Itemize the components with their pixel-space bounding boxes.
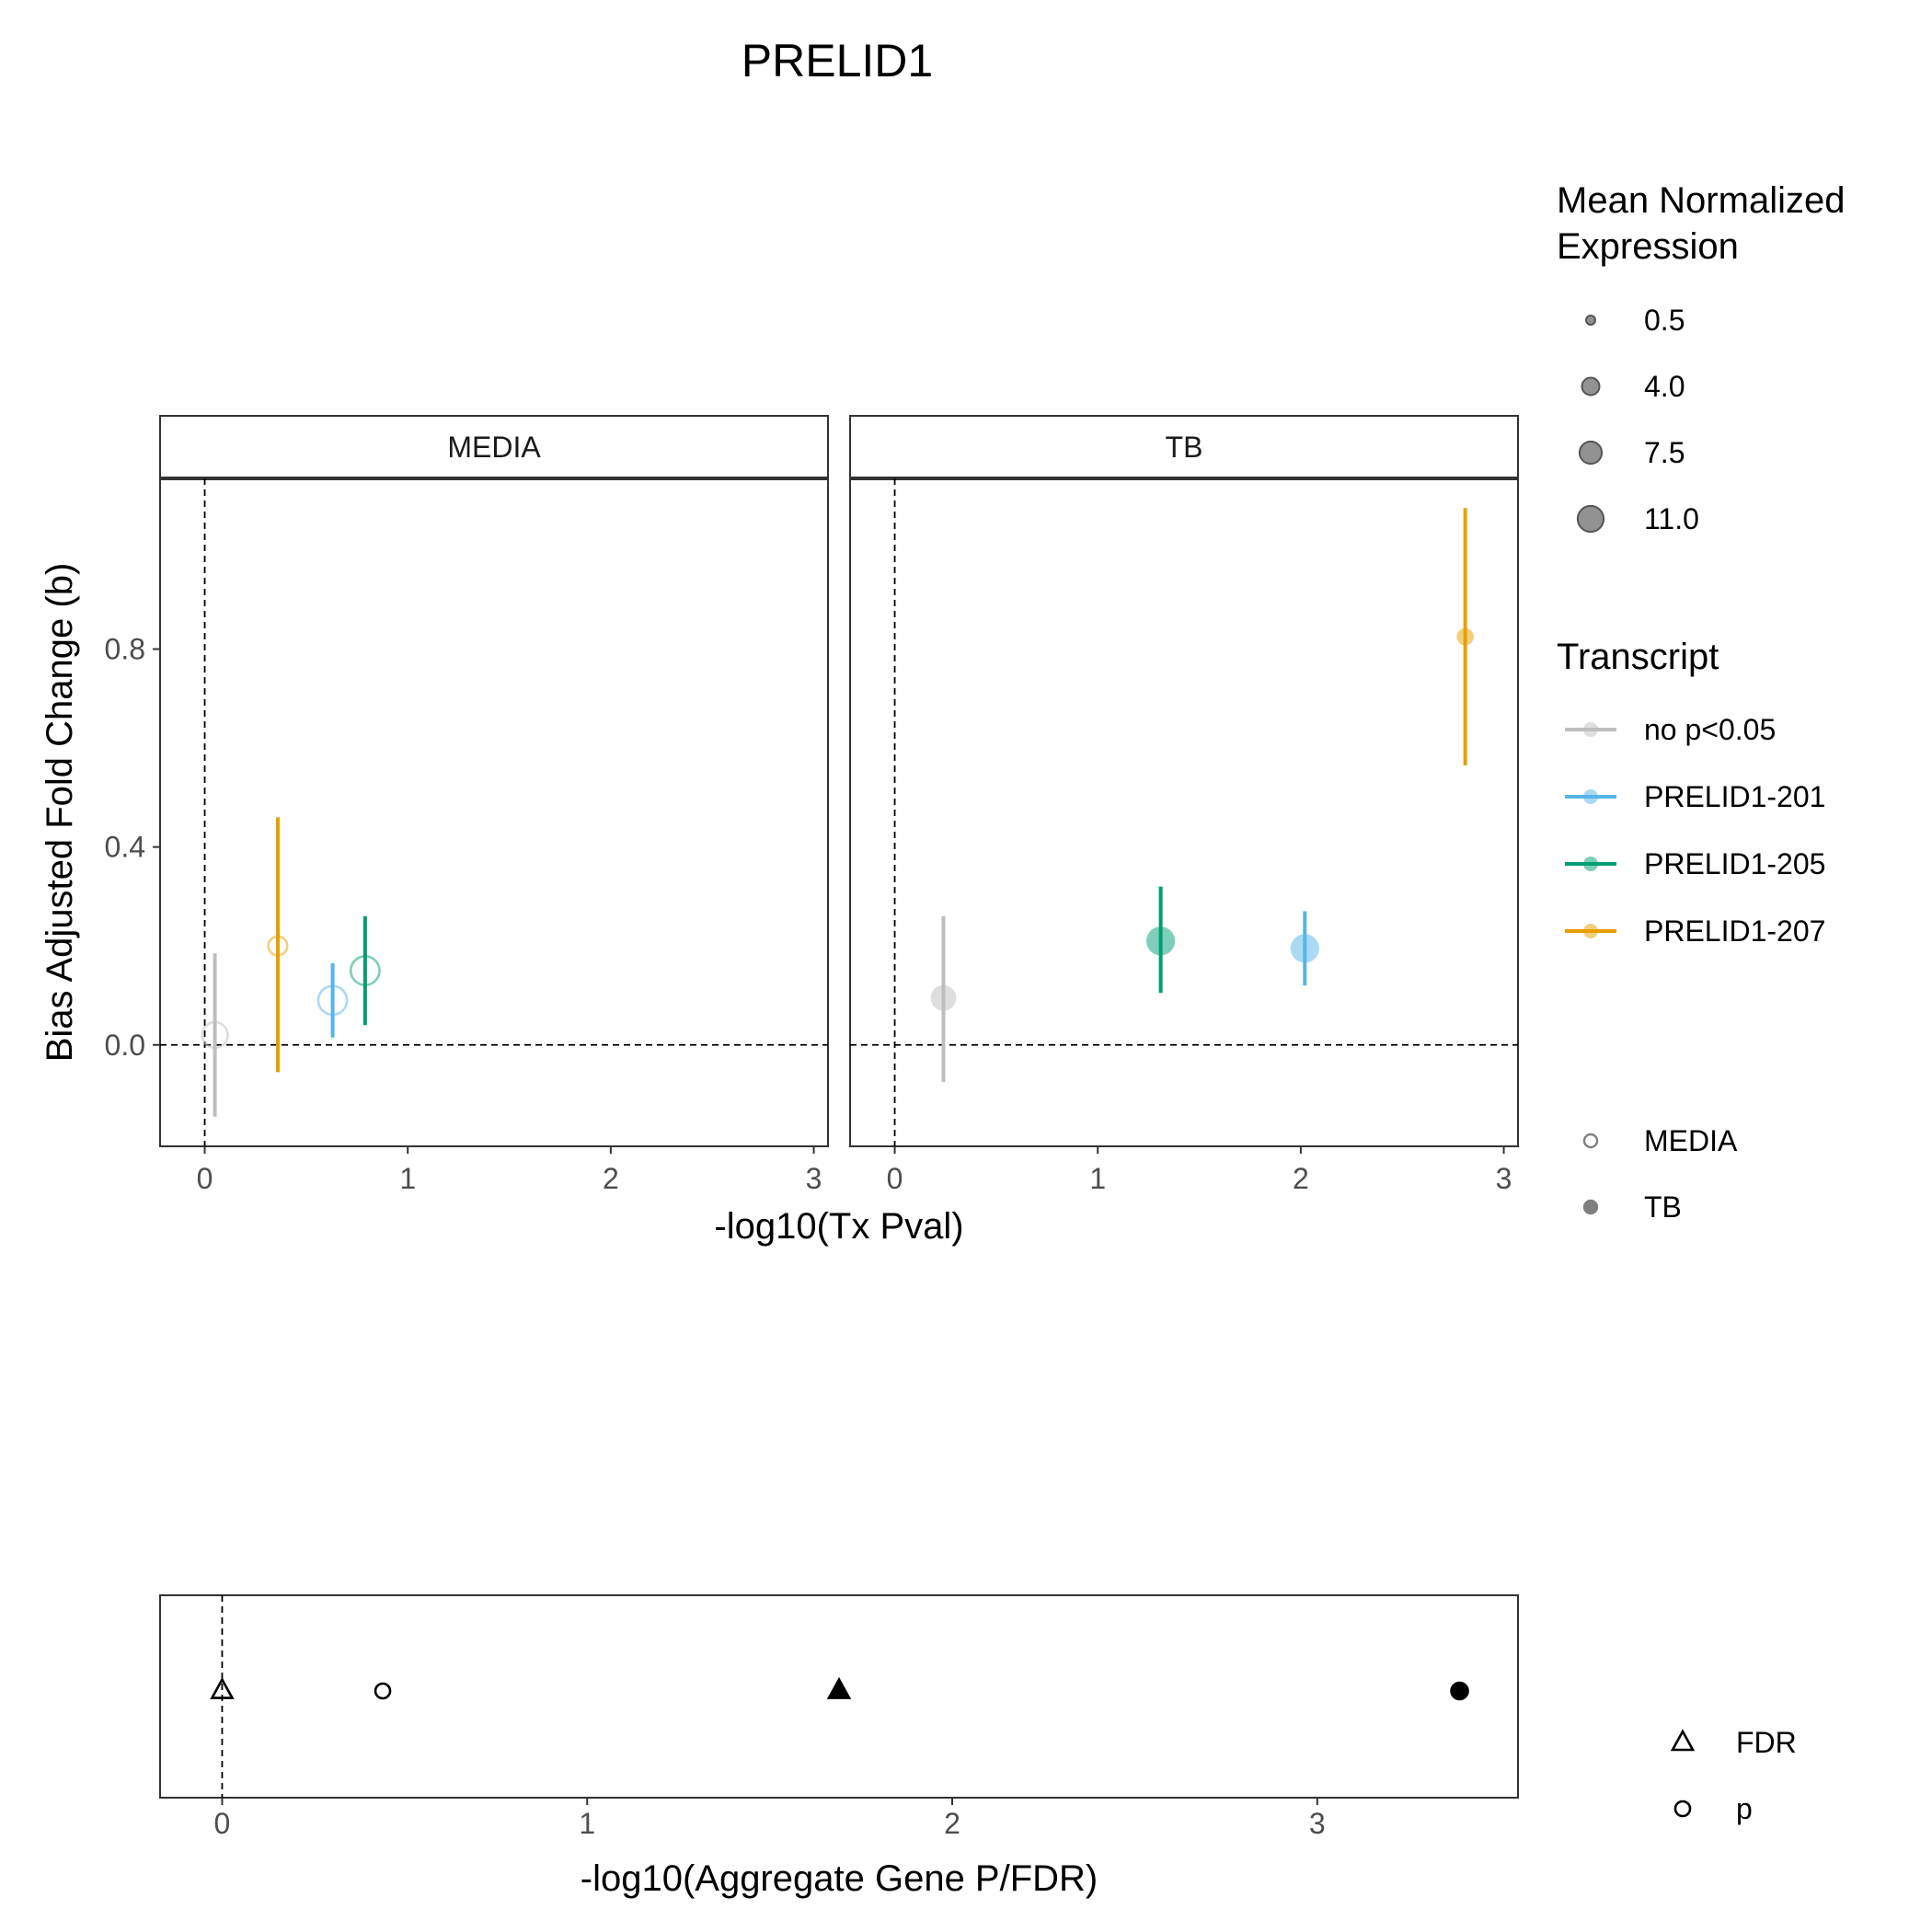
point-prelid1-205-tb bbox=[1146, 926, 1176, 956]
legend-size-key bbox=[1576, 504, 1605, 534]
x-tick-label: 3 bbox=[1496, 1162, 1512, 1195]
panel-media-plot-area bbox=[159, 477, 829, 1147]
point-prelid1-201-tb bbox=[1290, 934, 1319, 963]
legend-condition-label: TB bbox=[1644, 1190, 1682, 1224]
legend-transcript-label: no p<0.05 bbox=[1644, 713, 1776, 746]
y-tick-label: 0.4 bbox=[105, 831, 145, 864]
legend-size: Mean Normalized Expression 0.5 4.0 7.5 11.0 bbox=[1557, 180, 1845, 535]
legend-metric: FDR p bbox=[1670, 1726, 1797, 1825]
legend-metric-key bbox=[1673, 1800, 1692, 1818]
panel-tb: TB bbox=[849, 415, 1519, 1147]
aggregate-plot-area bbox=[159, 1594, 1519, 1799]
panel-media-strip-label: MEDIA bbox=[447, 431, 541, 464]
aggregate-fdr-tb bbox=[826, 1676, 852, 1699]
legend-transcript-dot bbox=[1583, 857, 1598, 871]
panel-media-strip bbox=[159, 415, 829, 479]
aggregate-panel: 0 1 2 3 -log10(Aggregate Gene P/FDR) bbox=[159, 1594, 1519, 1899]
aggregate-p-media bbox=[374, 1682, 392, 1700]
x-axis-bottom: 0 1 2 3 bbox=[214, 1798, 1326, 1840]
x-tick-label-bottom: 1 bbox=[579, 1807, 595, 1840]
legend-metric-key bbox=[1670, 1729, 1696, 1752]
chart-title: PRELID1 bbox=[742, 35, 933, 86]
x-tick-label: 1 bbox=[1089, 1162, 1106, 1195]
legend-size-label: 11.0 bbox=[1644, 502, 1699, 535]
x-tick-label: 3 bbox=[806, 1162, 822, 1195]
x-axis-label-top: -log10(Tx Pval) bbox=[714, 1206, 963, 1247]
point-prelid1-207-tb bbox=[1456, 627, 1474, 646]
legend-condition-key bbox=[1582, 1199, 1599, 1215]
legend-transcript-dot bbox=[1583, 924, 1598, 938]
point-no-p-0-05-tb bbox=[930, 984, 957, 1011]
x-tick-label-bottom: 0 bbox=[214, 1807, 231, 1840]
x-tick-label: 0 bbox=[887, 1162, 903, 1195]
point-prelid1-205-media bbox=[349, 955, 381, 986]
panel-media: MEDIA bbox=[159, 415, 829, 1147]
legend-transcript-label: PRELID1-207 bbox=[1644, 914, 1825, 948]
legend-condition-label: MEDIA bbox=[1644, 1124, 1738, 1157]
legend-size-key bbox=[1581, 376, 1601, 397]
legend-size-label: 4.0 bbox=[1644, 370, 1685, 403]
legend-size-label: 0.5 bbox=[1644, 304, 1685, 337]
aggregate-fdr-media bbox=[210, 1676, 235, 1699]
x-axis-top: 0 1 2 3 0 1 2 3 bbox=[197, 1146, 1512, 1195]
y-tick-label: 0.0 bbox=[105, 1029, 145, 1062]
panel-tb-marks bbox=[850, 478, 1518, 1146]
legend-metric-label: FDR bbox=[1736, 1726, 1797, 1759]
x-axis-label-bottom: -log10(Aggregate Gene P/FDR) bbox=[581, 1858, 1098, 1899]
legend-size-title-line-2: Expression bbox=[1557, 226, 1739, 267]
aggregate-p-tb bbox=[1450, 1681, 1469, 1701]
legend-size-keys: 0.5 4.0 7.5 11.0 bbox=[1576, 304, 1699, 535]
legend-condition: MEDIA TB bbox=[1582, 1124, 1738, 1224]
panel-tb-plot-area bbox=[849, 477, 1519, 1147]
legend-size-key bbox=[1585, 315, 1596, 326]
x-tick-label: 1 bbox=[399, 1162, 416, 1195]
y-tick-label: 0.8 bbox=[105, 633, 145, 666]
legend-condition-key bbox=[1582, 1133, 1599, 1149]
legend-transcript-dot bbox=[1583, 789, 1598, 804]
legend-transcript-title: Transcript bbox=[1557, 637, 1719, 677]
x-tick-label: 2 bbox=[603, 1162, 619, 1195]
legend-size-key bbox=[1578, 440, 1604, 466]
x-tick-label: 0 bbox=[197, 1162, 213, 1195]
y-axis: 0.0 0.4 0.8 bbox=[105, 633, 160, 1062]
legend-transcript: Transcript no p<0.05 PRELID1-201 PRELID1-2… bbox=[1557, 637, 1825, 948]
aggregate-marks bbox=[210, 1595, 1469, 1798]
panel-media-marks bbox=[160, 478, 828, 1146]
legend-size-title-line-1: Mean Normalized bbox=[1557, 180, 1845, 221]
point-prelid1-207-media bbox=[267, 935, 289, 957]
x-tick-label-bottom: 2 bbox=[944, 1807, 960, 1840]
legend-transcript-dot bbox=[1583, 722, 1598, 737]
panel-tb-strip bbox=[849, 415, 1519, 479]
legend-transcript-keys: no p<0.05 PRELID1-201 PRELID1-205 PRELID1-2… bbox=[1565, 713, 1825, 948]
legend-transcript-label: PRELID1-205 bbox=[1644, 847, 1825, 880]
legend-transcript-label: PRELID1-201 bbox=[1644, 780, 1825, 813]
x-tick-label: 2 bbox=[1293, 1162, 1309, 1195]
point-prelid1-201-media bbox=[316, 984, 349, 1017]
y-axis-label: Bias Adjusted Fold Change (b) bbox=[40, 563, 80, 1063]
legend-metric-label: p bbox=[1736, 1792, 1753, 1825]
panel-tb-strip-label: TB bbox=[1166, 431, 1203, 464]
legend-size-label: 7.5 bbox=[1644, 436, 1685, 469]
x-tick-label-bottom: 3 bbox=[1309, 1807, 1326, 1840]
point-no-p-0-05-media bbox=[201, 1020, 229, 1050]
